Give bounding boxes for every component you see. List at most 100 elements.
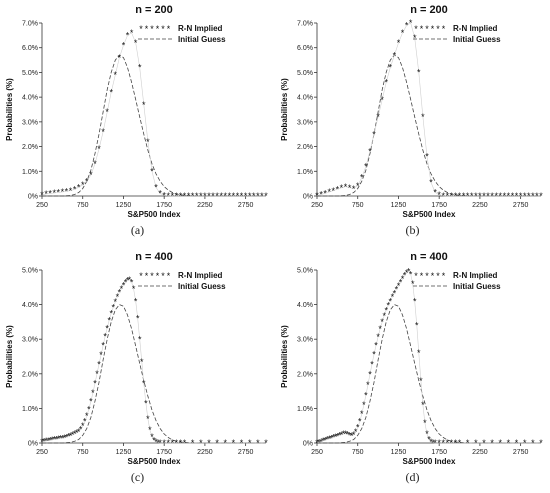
legend-rn-label: R-N Implied bbox=[178, 24, 223, 33]
rn-implied-marker: * bbox=[380, 95, 384, 105]
rn-implied-marker: * bbox=[482, 438, 486, 448]
legend-rn-label: R-N Implied bbox=[178, 271, 223, 280]
rn-implied-marker: * bbox=[81, 180, 85, 190]
x-tick-label: 2750 bbox=[513, 449, 529, 456]
rn-implied-marker: * bbox=[515, 438, 519, 448]
rn-implied-marker: * bbox=[433, 187, 437, 197]
rn-implied-marker: * bbox=[376, 112, 380, 122]
legend-rn-marker: * bbox=[420, 271, 424, 281]
rn-implied-marker: * bbox=[332, 433, 336, 443]
rn-implied-marker: * bbox=[199, 438, 203, 448]
rn-implied-marker: * bbox=[118, 288, 122, 298]
legend-rn-marker: * bbox=[145, 271, 149, 281]
rn-implied-line bbox=[41, 32, 266, 197]
rn-implied-marker: * bbox=[75, 428, 79, 438]
y-tick-label: 2.0% bbox=[22, 371, 38, 378]
legend-rn-label: R-N Implied bbox=[453, 271, 498, 280]
rn-implied-marker: * bbox=[393, 50, 397, 60]
rn-implied-marker: * bbox=[224, 191, 228, 201]
rn-implied-marker: * bbox=[413, 33, 417, 43]
legend-guess-label: Initial Guess bbox=[453, 35, 501, 44]
rn-implied-marker: * bbox=[61, 187, 65, 197]
rn-implied-marker: * bbox=[523, 438, 527, 448]
y-tick-label: 4.0% bbox=[22, 302, 38, 309]
legend-rn-marker: * bbox=[145, 24, 149, 34]
x-tick-label: 1750 bbox=[156, 449, 172, 456]
rn-implied-marker: * bbox=[427, 435, 431, 445]
rn-implied-marker: * bbox=[411, 279, 415, 289]
rn-implied-line bbox=[316, 270, 541, 444]
rn-implied-marker: * bbox=[79, 424, 83, 434]
legend-rn-marker: * bbox=[156, 24, 160, 34]
rn-implied-marker: * bbox=[405, 268, 409, 278]
rn-implied-marker: * bbox=[458, 191, 462, 201]
rn-implied-marker: * bbox=[401, 28, 405, 38]
rn-implied-marker: * bbox=[95, 369, 99, 379]
x-tick-label: 250 bbox=[311, 202, 323, 209]
rn-implied-marker: * bbox=[136, 314, 140, 324]
rn-implied-marker: * bbox=[54, 434, 58, 444]
legend-rn-marker: * bbox=[414, 271, 418, 281]
x-tick-label: 1250 bbox=[391, 202, 407, 209]
rn-implied-marker: * bbox=[376, 332, 380, 342]
rn-implied-marker: * bbox=[187, 191, 191, 201]
x-axis-label: S&P500 Index bbox=[403, 457, 456, 466]
rn-implied-marker: * bbox=[315, 191, 319, 201]
rn-implied-marker: * bbox=[433, 438, 437, 448]
rn-implied-marker: * bbox=[336, 431, 340, 441]
rn-implied-marker: * bbox=[397, 281, 401, 291]
rn-implied-marker: * bbox=[384, 78, 388, 88]
y-tick-label: 5.0% bbox=[297, 70, 313, 77]
rn-implied-marker: * bbox=[348, 183, 352, 193]
y-tick-label: 1.0% bbox=[22, 406, 38, 413]
rn-implied-marker: * bbox=[389, 296, 393, 306]
x-tick-label: 250 bbox=[36, 449, 48, 456]
rn-implied-marker: * bbox=[130, 277, 134, 287]
chart-title: n = 200 bbox=[135, 4, 173, 16]
rn-implied-marker: * bbox=[321, 436, 325, 446]
y-tick-label: 3.0% bbox=[22, 337, 38, 344]
rn-implied-marker: * bbox=[240, 438, 244, 448]
rn-implied-marker: * bbox=[384, 305, 388, 315]
rn-implied-marker: * bbox=[65, 187, 69, 197]
rn-implied-marker: * bbox=[91, 388, 95, 398]
rn-implied-marker: * bbox=[171, 191, 175, 201]
rn-implied-marker: * bbox=[450, 191, 454, 201]
rn-implied-marker: * bbox=[59, 434, 63, 444]
rn-implied-marker: * bbox=[158, 438, 162, 448]
rn-implied-marker: * bbox=[105, 323, 109, 333]
rn-implied-marker: * bbox=[319, 437, 323, 447]
rn-implied-line bbox=[316, 22, 541, 197]
rn-implied-marker: * bbox=[103, 332, 107, 342]
rn-implied-marker: * bbox=[81, 421, 85, 431]
rn-implied-marker: * bbox=[374, 340, 378, 350]
initial-guess-line bbox=[317, 304, 541, 444]
rn-implied-marker: * bbox=[175, 438, 179, 448]
rn-implied-marker: * bbox=[105, 107, 109, 117]
legend-rn-marker: * bbox=[425, 271, 429, 281]
rn-implied-marker: * bbox=[73, 429, 77, 439]
y-tick-label: 5.0% bbox=[22, 70, 38, 77]
rn-implied-marker: * bbox=[441, 191, 445, 201]
rn-implied-marker: * bbox=[391, 292, 395, 302]
y-tick-label: 6.0% bbox=[297, 45, 313, 52]
rn-implied-marker: * bbox=[93, 159, 97, 169]
y-tick-label: 0% bbox=[303, 441, 313, 448]
x-tick-label: 1750 bbox=[431, 449, 447, 456]
legend-rn-label: R-N Implied bbox=[453, 24, 498, 33]
rn-implied-marker: * bbox=[138, 334, 142, 344]
rn-implied-marker: * bbox=[409, 18, 413, 28]
legend-rn-marker: * bbox=[442, 24, 446, 34]
rn-implied-marker: * bbox=[490, 191, 494, 201]
rn-implied-marker: * bbox=[128, 275, 132, 285]
chart-panel-a: n = 200 0% 1.0% 2.0% 3.0% 4.0% 5.0% 6.0% 7.0% 250… bbox=[0, 0, 275, 246]
rn-implied-marker: * bbox=[85, 411, 89, 421]
legend-rn-marker: * bbox=[150, 271, 154, 281]
rn-implied-marker: * bbox=[323, 435, 327, 445]
rn-implied-marker: * bbox=[122, 40, 126, 50]
y-tick-label: 7.0% bbox=[297, 21, 313, 28]
rn-implied-marker: * bbox=[162, 190, 166, 200]
rn-implied-marker: * bbox=[364, 390, 368, 400]
rn-implied-marker: * bbox=[356, 423, 360, 433]
y-tick-label: 7.0% bbox=[22, 21, 38, 28]
